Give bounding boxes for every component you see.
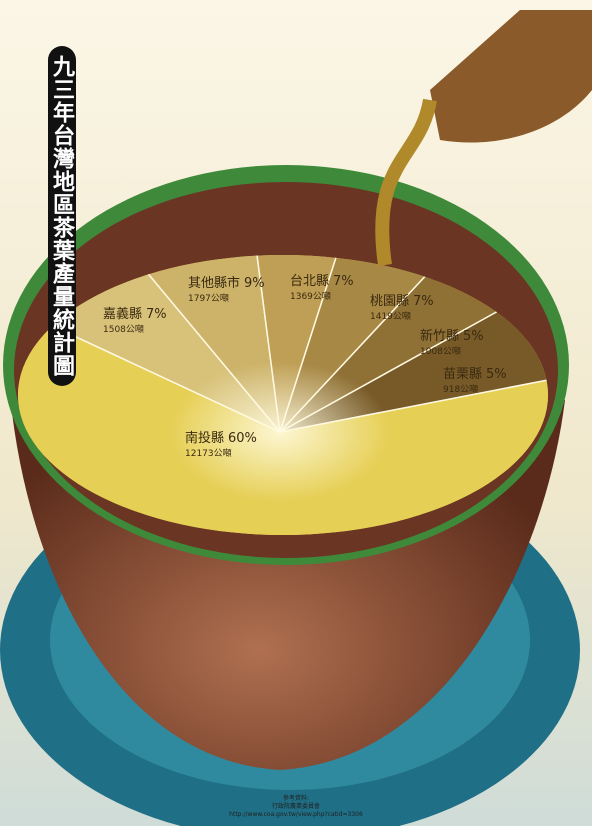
pie-slice <box>18 255 281 433</box>
pie-slice <box>279 255 513 433</box>
category-label: 桃園縣 <box>370 294 409 309</box>
source-line: 行政院農業委員會 <box>271 803 320 810</box>
category-label: 苗栗縣 <box>443 367 482 382</box>
amount-label: 1508公噸 <box>103 323 144 335</box>
amount-label: 1797公噸 <box>188 292 229 304</box>
pie-slice <box>18 287 548 535</box>
amount-label: 1008公噸 <box>420 345 461 357</box>
category-label: 新竹縣 <box>420 328 459 344</box>
pie-slice <box>235 255 385 433</box>
slice-label: 新竹縣 5% <box>420 328 484 344</box>
pie-slice <box>279 255 548 433</box>
amount-label: 918公噸 <box>443 383 478 395</box>
amount-label: 1419公噸 <box>370 310 411 322</box>
tea-stream <box>375 98 437 266</box>
slice-label: 苗栗縣 5% <box>443 367 507 382</box>
percent-label: 9% <box>244 276 265 291</box>
percent-label: 5% <box>486 367 507 382</box>
slice-label: 其他縣市 9% <box>188 275 265 291</box>
slice-label: 桃園縣 7% <box>370 294 434 309</box>
percent-label: 60% <box>228 431 257 446</box>
category-label: 台北縣 <box>290 274 329 289</box>
slice-label: 台北縣 7% <box>290 274 354 289</box>
teapot <box>430 10 592 143</box>
slice-label: 嘉義縣 7% <box>103 306 167 322</box>
category-label: 嘉義縣 <box>103 306 142 322</box>
amount-label: 12173公噸 <box>185 447 232 459</box>
percent-label: 7% <box>146 307 167 322</box>
glow <box>170 362 390 502</box>
slice-label: 南投縣 60% <box>185 430 257 446</box>
percent-label: 7% <box>413 294 434 309</box>
source-line: 參考資料: <box>282 795 310 802</box>
category-label: 南投縣 <box>185 430 224 446</box>
amount-label: 1369公噸 <box>290 290 331 302</box>
percent-label: 7% <box>333 274 354 289</box>
source: 參考資料: 行政院農業委員會 http://www.coa.gov.tw/view.… <box>196 795 396 819</box>
percent-label: 5% <box>463 329 484 344</box>
title: 九三年台灣地區茶葉產量統計圖 <box>48 46 76 386</box>
category-label: 其他縣市 <box>188 275 240 291</box>
source-line: http://www.coa.gov.tw/view.php?catid=330… <box>229 811 363 818</box>
